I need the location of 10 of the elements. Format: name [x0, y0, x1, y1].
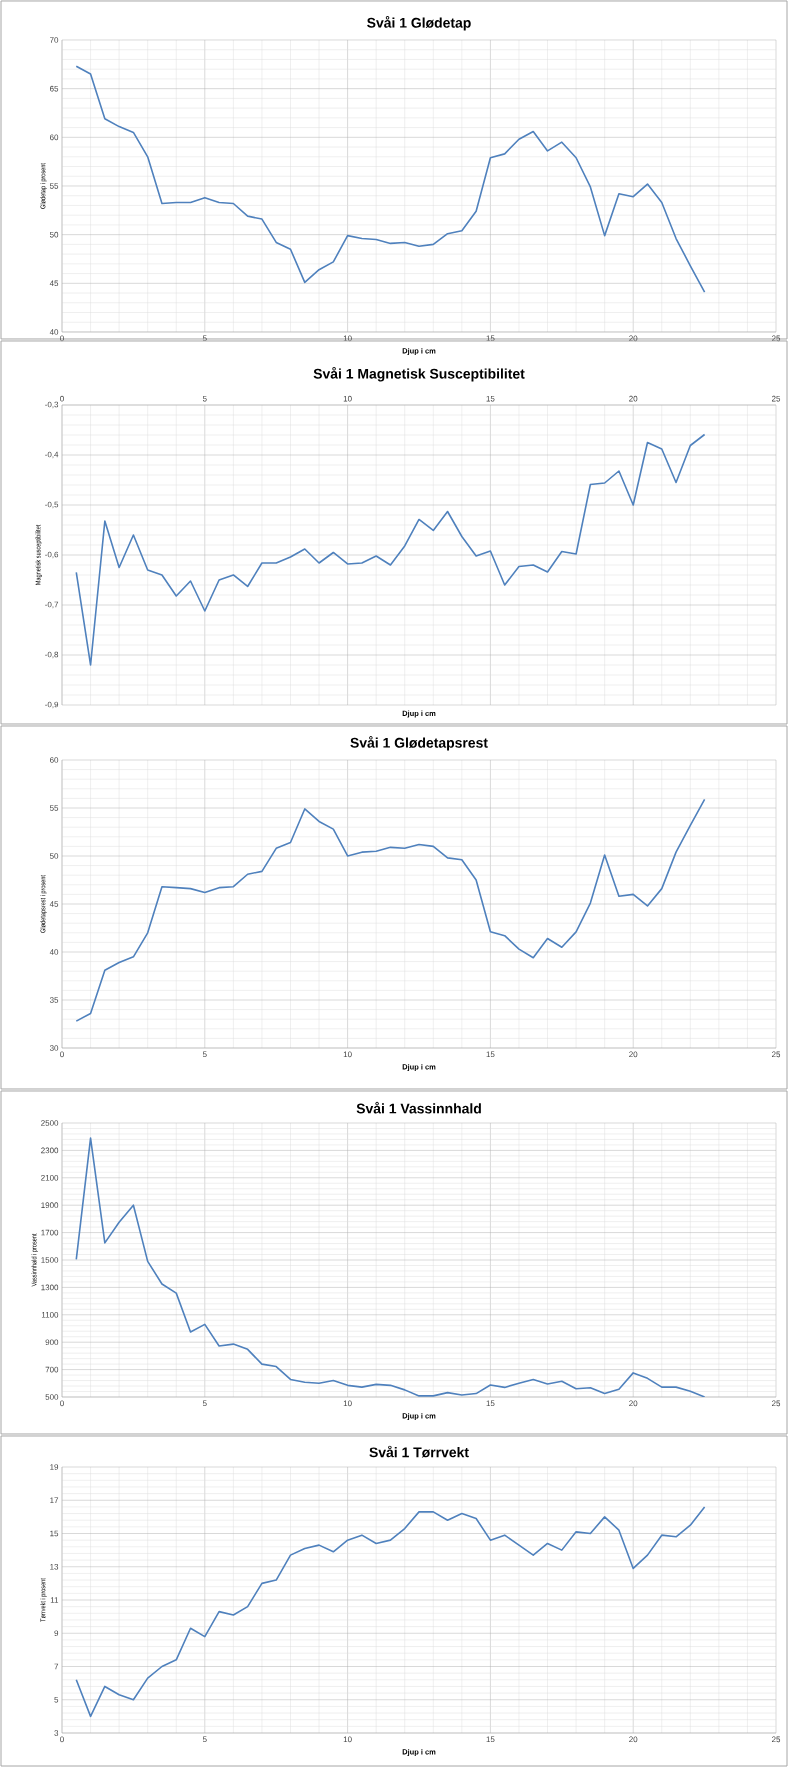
line-series [75, 1506, 706, 1718]
chart-title: Svåi 1 Glødetapsrest [350, 736, 488, 751]
line-series [75, 798, 706, 1022]
chart-title: Svåi 1 Magnetisk Susceptibilitet [313, 367, 525, 382]
line-series [75, 433, 706, 666]
line-series [75, 1137, 706, 1397]
line-series [75, 65, 706, 293]
chart-title: Svåi 1 Vassinnhald [356, 1101, 481, 1114]
chart-title: Svåi 1 Glødetap [367, 16, 471, 31]
chart-title: Svåi 1 Tørrvekt [369, 1445, 469, 1458]
